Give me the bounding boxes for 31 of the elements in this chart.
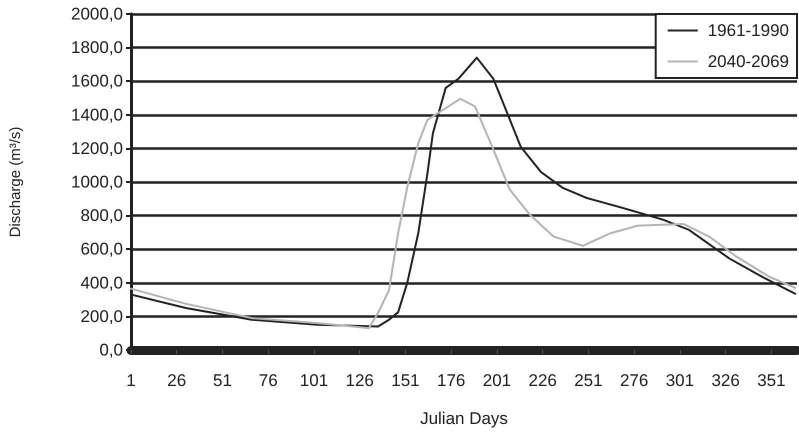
legend-label: 2040-2069 bbox=[708, 52, 790, 71]
y-tick-label: 800,0 bbox=[80, 206, 123, 226]
legend-label: 1961-1990 bbox=[708, 21, 790, 40]
x-tick-label: 201 bbox=[482, 371, 512, 390]
y-tick-label: 1000,0 bbox=[71, 172, 123, 192]
y-axis-title: Discharge (m³/s) bbox=[7, 126, 24, 238]
x-tick-label: 351 bbox=[757, 371, 786, 390]
y-tick-label: 1200,0 bbox=[71, 138, 123, 158]
x-tick-label: 51 bbox=[213, 371, 232, 390]
x-tick-label: 276 bbox=[620, 371, 648, 390]
y-tick-label: 1400,0 bbox=[71, 105, 123, 124]
x-tick-label: 76 bbox=[258, 371, 278, 390]
x-tick-label: 1 bbox=[126, 371, 136, 390]
x-tick-label: 226 bbox=[528, 371, 557, 390]
x-tick-label: 176 bbox=[437, 371, 466, 390]
x-tick-label: 301 bbox=[666, 371, 694, 390]
x-axis-title: Julian Days bbox=[420, 409, 508, 428]
x-tick-label: 326 bbox=[711, 371, 740, 390]
x-tick-label: 151 bbox=[391, 371, 420, 390]
y-tick-label: 600,0 bbox=[80, 240, 123, 259]
y-tick-label: 0,0 bbox=[99, 340, 123, 360]
y-tick-label: 200,0 bbox=[80, 306, 123, 326]
x-tick-label: 126 bbox=[346, 371, 374, 390]
y-tick-label: 400,0 bbox=[80, 273, 123, 292]
y-tick-label: 2000,0 bbox=[71, 4, 123, 24]
x-tick-label: 26 bbox=[167, 371, 186, 390]
y-tick-label: 1800,0 bbox=[71, 38, 123, 58]
x-tick-label: 251 bbox=[574, 371, 603, 390]
x-tick-label: 101 bbox=[300, 371, 328, 390]
y-tick-label: 1600,0 bbox=[71, 72, 123, 91]
line-series bbox=[130, 98, 796, 330]
